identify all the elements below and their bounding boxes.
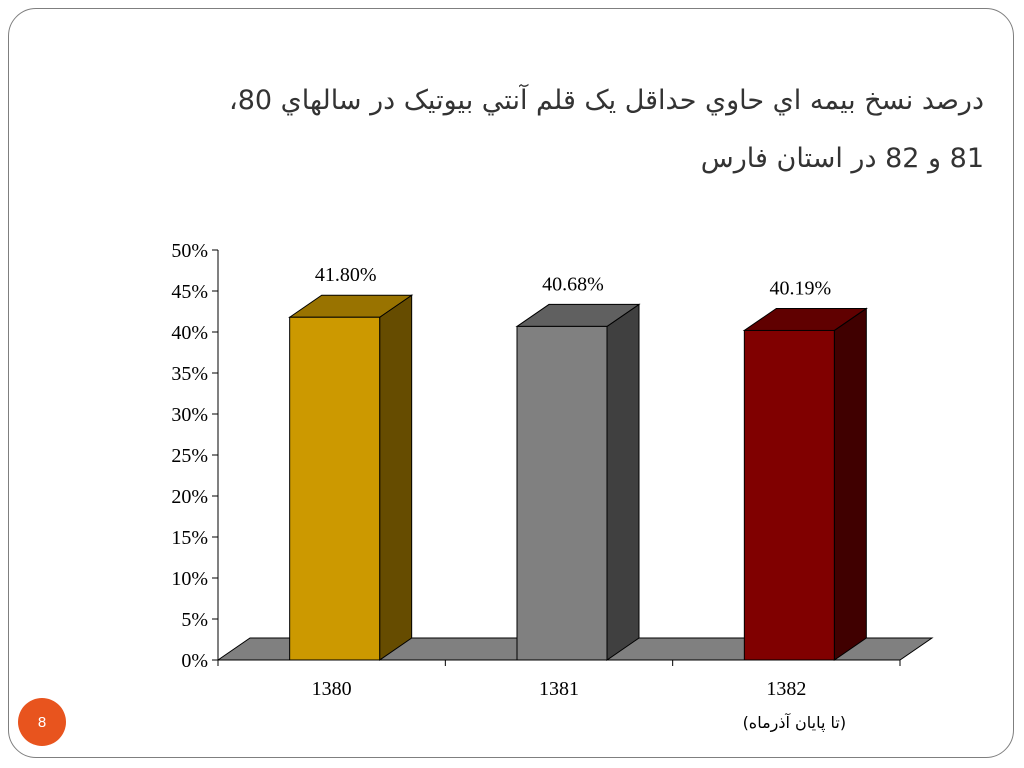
slide-number-badge: 8	[18, 698, 66, 746]
data-label-1380: 41.80%	[315, 264, 377, 286]
data-label-1382: 40.19%	[769, 277, 831, 299]
bar-1382	[743, 329, 835, 661]
y-tick-label: 45%	[171, 281, 208, 303]
bar-1381	[516, 325, 608, 661]
y-tick-label: 0%	[181, 650, 208, 672]
slide-title: درصد نسخ بيمه اي حاوي حداقل يک قلم آنتي …	[84, 72, 984, 188]
slide-number: 8	[37, 713, 47, 731]
y-tick-label: 30%	[171, 404, 208, 426]
y-tick-label: 25%	[171, 445, 208, 467]
y-tick-label: 5%	[181, 609, 208, 631]
bar-side-1381	[606, 303, 640, 661]
slide-title-line-1: درصد نسخ بيمه اي حاوي حداقل يک قلم آنتي …	[229, 85, 984, 116]
x-category-label-1382: 1382	[766, 678, 806, 700]
y-tick-label: 50%	[171, 240, 208, 262]
slide-title-line-2: 81 و 82 در استان فارس	[700, 143, 984, 174]
y-tick-label: 15%	[171, 527, 208, 549]
y-tick-label: 10%	[171, 568, 208, 590]
y-tick-label: 20%	[171, 486, 208, 508]
bar-1380	[289, 316, 381, 661]
x-category-label-1380: 1380	[312, 678, 352, 700]
y-tick-label: 35%	[171, 363, 208, 385]
x-category-note-1382: (تا پايان آذرماه)	[743, 713, 847, 733]
y-tick-label: 40%	[171, 322, 208, 344]
x-category-label-1381: 1381	[539, 678, 579, 700]
data-label-1381: 40.68%	[542, 273, 604, 295]
bar-side-1380	[379, 294, 413, 661]
bar-side-1382	[833, 307, 867, 661]
